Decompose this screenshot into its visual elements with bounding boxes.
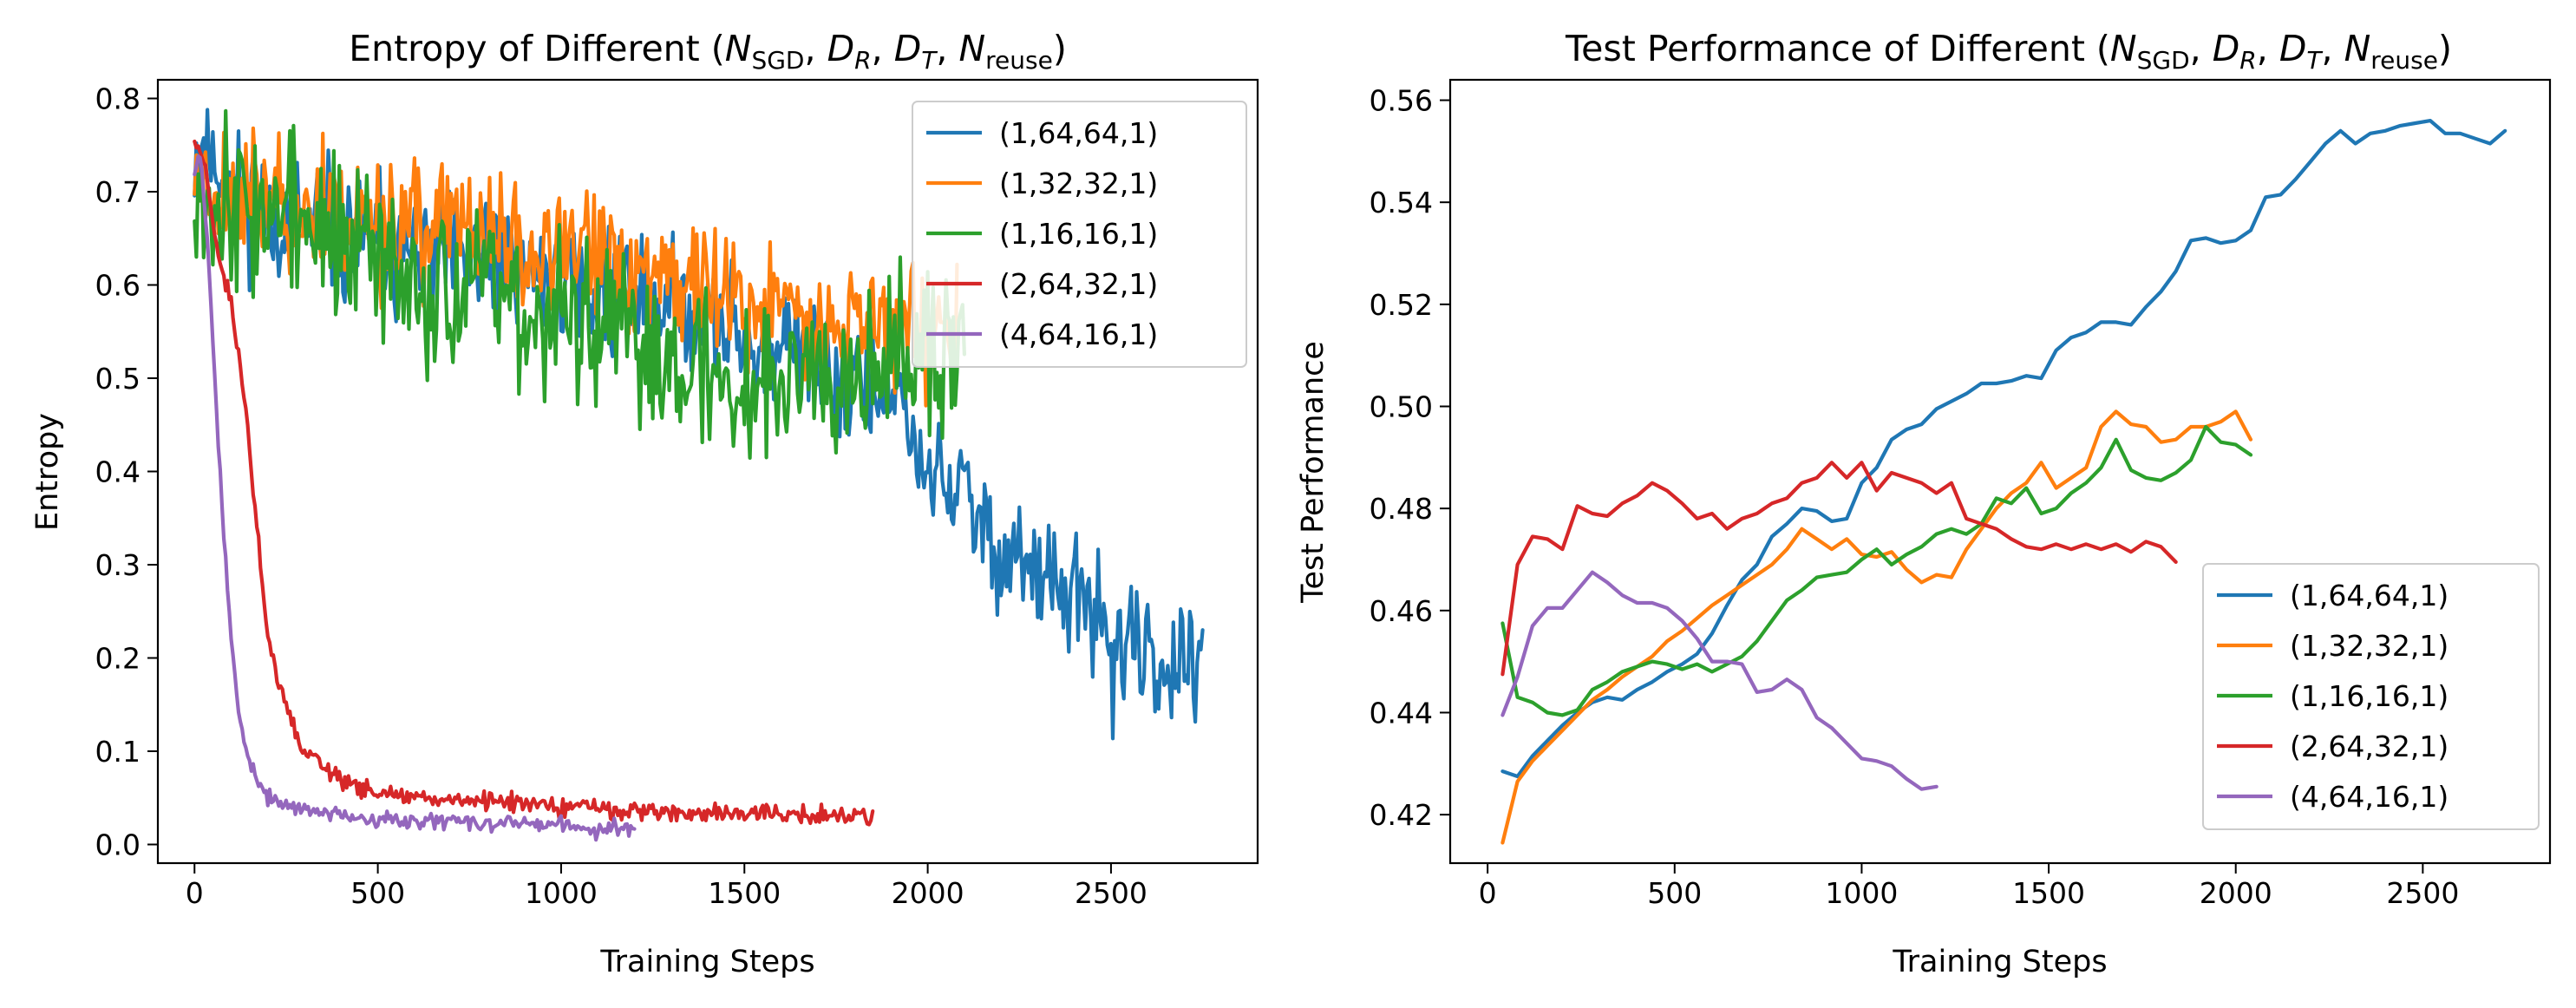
test-performance-legend-label: (1,32,32,1) <box>2290 629 2449 663</box>
test-performance-x-tick-label: 0 <box>1479 876 1497 910</box>
entropy-x-tick-label: 1000 <box>525 876 598 910</box>
test-performance-y-tick-label: 0.54 <box>1370 186 1433 219</box>
entropy-x-tick-label: 500 <box>350 876 405 910</box>
entropy-y-tick-label: 0.1 <box>95 735 141 769</box>
entropy-y-tick-label: 0.2 <box>95 642 141 676</box>
entropy-chart: Entropy of Different (NSGD, DR, DT, Nreu… <box>30 28 1259 979</box>
test-performance-y-tick-label: 0.44 <box>1370 696 1433 730</box>
entropy-y-tick-label: 0.5 <box>95 362 141 396</box>
test-performance-legend-box <box>2202 563 2540 830</box>
entropy-series-1-16-16-1 <box>193 108 966 460</box>
test-performance-chart-title: Test Performance of Different (NSGD, DR,… <box>1565 28 2452 75</box>
entropy-y-tick-label: 0.7 <box>95 175 141 209</box>
test-performance-y-tick-label: 0.42 <box>1370 798 1433 832</box>
test-performance-y-axis-label: Test Performance <box>1296 341 1330 604</box>
test-performance-series-1-64-64-1 <box>1500 119 2507 779</box>
test-performance-series-layer <box>1500 119 2507 845</box>
test-performance-x-ticks: 0 500 1000 1500 2000 2500 <box>1479 863 2459 910</box>
test-performance-y-ticks: 0.42 0.44 0.46 0.48 0.50 0.52 0.54 0.56 <box>1370 84 1450 832</box>
entropy-x-axis-label: Training Steps <box>599 945 814 979</box>
entropy-legend-label: (1,16,16,1) <box>999 217 1158 251</box>
test-performance-legend-label: (4,64,16,1) <box>2290 780 2449 814</box>
entropy-legend-label: (1,32,32,1) <box>999 167 1158 200</box>
entropy-legend: (1,64,64,1) (1,32,32,1) (1,16,16,1) (2,64,3… <box>912 101 1247 368</box>
entropy-y-tick-label: 0.3 <box>95 548 141 582</box>
test-performance-y-tick-label: 0.48 <box>1370 492 1433 526</box>
test-performance-legend-label: (1,16,16,1) <box>2290 679 2449 713</box>
test-performance-y-tick-label: 0.50 <box>1370 389 1433 423</box>
entropy-y-tick-label: 0.4 <box>95 455 141 489</box>
entropy-x-ticks: 0 500 1000 1500 2000 2500 <box>186 863 1147 910</box>
entropy-x-tick-label: 1500 <box>708 876 781 910</box>
test-performance-series-4-64-16-1 <box>1500 570 1939 791</box>
test-performance-series-2-64-32-1 <box>1500 461 2178 677</box>
entropy-chart-title: Entropy of Different (NSGD, DR, DT, Nreu… <box>349 28 1067 75</box>
entropy-legend-label: (4,64,16,1) <box>999 317 1158 351</box>
entropy-x-tick-label: 0 <box>186 876 204 910</box>
test-performance-x-tick-label: 1500 <box>2012 876 2085 910</box>
test-performance-y-tick-label: 0.52 <box>1370 288 1433 322</box>
entropy-y-tick-label: 0.0 <box>95 828 141 862</box>
entropy-y-ticks: 0.0 0.1 0.2 0.3 0.4 0.5 0.6 0.7 0.8 <box>95 82 158 862</box>
test-performance-plot-frame <box>1448 78 2552 865</box>
entropy-legend-box <box>912 101 1247 368</box>
entropy-x-tick-label: 2000 <box>892 876 964 910</box>
test-performance-legend: (1,64,64,1) (1,32,32,1) (1,16,16,1) (2,64,3… <box>2202 563 2540 830</box>
test-performance-x-tick-label: 2000 <box>2200 876 2272 910</box>
entropy-series-4-64-16-1 <box>193 154 637 842</box>
entropy-series-2-64-32-1 <box>193 139 875 827</box>
test-performance-series-1-32-32-1 <box>1500 409 2253 845</box>
entropy-series-layer <box>193 108 1205 842</box>
test-performance-x-tick-label: 1000 <box>1825 876 1898 910</box>
entropy-y-axis-label: Entropy <box>30 413 65 531</box>
test-performance-chart: Test Performance of Different (NSGD, DR,… <box>1296 28 2552 979</box>
test-performance-x-tick-label: 500 <box>1647 876 1702 910</box>
entropy-y-tick-label: 0.6 <box>95 269 141 303</box>
entropy-legend-label: (2,64,32,1) <box>999 267 1158 301</box>
test-performance-legend-label: (2,64,32,1) <box>2290 730 2449 763</box>
test-performance-x-axis-label: Training Steps <box>1892 945 2107 979</box>
entropy-legend-label: (1,64,64,1) <box>999 116 1158 150</box>
entropy-x-tick-label: 2500 <box>1075 876 1147 910</box>
entropy-y-tick-label: 0.8 <box>95 82 141 116</box>
test-performance-x-tick-label: 2500 <box>2386 876 2459 910</box>
test-performance-y-tick-label: 0.46 <box>1370 594 1433 628</box>
test-performance-y-tick-label: 0.56 <box>1370 84 1433 118</box>
test-performance-series-1-16-16-1 <box>1500 424 2253 717</box>
test-performance-legend-label: (1,64,64,1) <box>2290 579 2449 612</box>
